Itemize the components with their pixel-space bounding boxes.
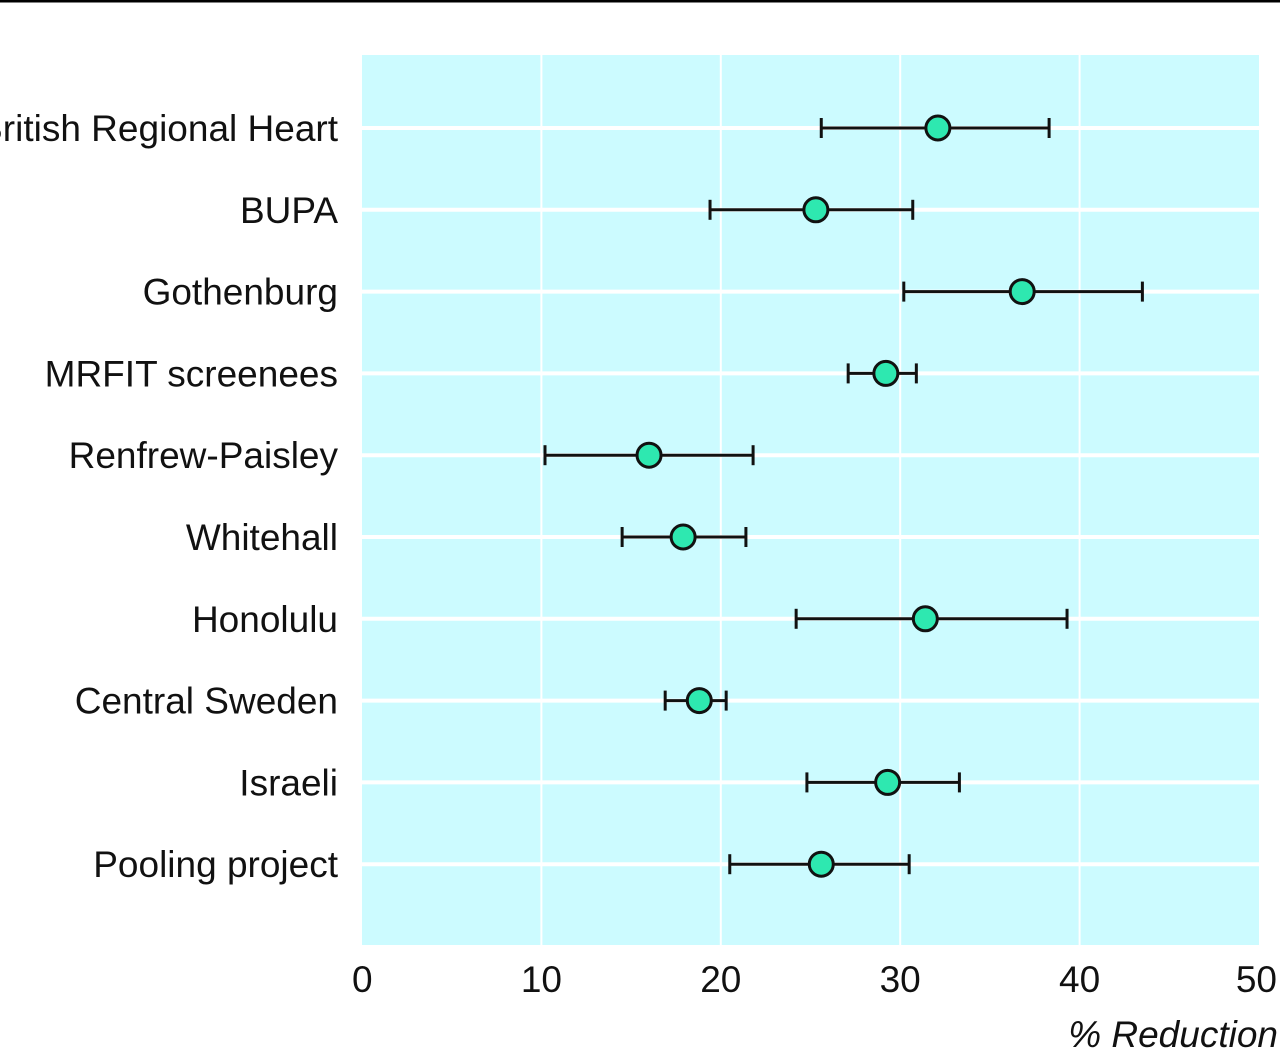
- estimate-point: [807, 850, 835, 878]
- category-label: Central Sweden: [75, 681, 338, 722]
- estimate-point: [1008, 278, 1036, 306]
- category-label: Gothenburg: [143, 272, 338, 313]
- x-axis-title: % Reduction: [1068, 1014, 1278, 1051]
- x-tick-label: 30: [880, 959, 921, 1000]
- x-axis-ticks: 0 10 20 30 40 50: [352, 55, 1277, 1000]
- estimate-point: [872, 359, 900, 387]
- category-label: MRFIT screenees: [45, 353, 338, 394]
- category-label: Honolulu: [192, 599, 338, 640]
- estimate-point: [685, 687, 713, 715]
- estimate-point: [924, 114, 952, 142]
- category-label: BUPA: [240, 190, 338, 231]
- x-tick-label: 50: [1236, 959, 1277, 1000]
- category-label: Israeli: [239, 762, 338, 803]
- category-label: Whitehall: [186, 517, 338, 558]
- estimate-point: [911, 605, 939, 633]
- category-label: Renfrew-Paisley: [69, 435, 339, 476]
- x-tick-label: 0: [352, 959, 373, 1000]
- gridlines: [362, 126, 1259, 867]
- category-label: British Regional Heart: [0, 108, 339, 149]
- x-tick-label: 10: [521, 959, 562, 1000]
- x-tick-label: 40: [1059, 959, 1100, 1000]
- estimate-points: [635, 114, 1036, 878]
- category-label: Pooling project: [93, 844, 338, 885]
- plot-area: [362, 55, 1259, 945]
- category-labels: British Regional Heart BUPA Gothenburg MRFI…: [0, 108, 339, 885]
- estimate-point: [802, 196, 830, 224]
- estimate-point: [635, 441, 663, 469]
- estimate-point: [874, 768, 902, 796]
- estimate-point: [669, 523, 697, 551]
- x-tick-label: 20: [700, 959, 741, 1000]
